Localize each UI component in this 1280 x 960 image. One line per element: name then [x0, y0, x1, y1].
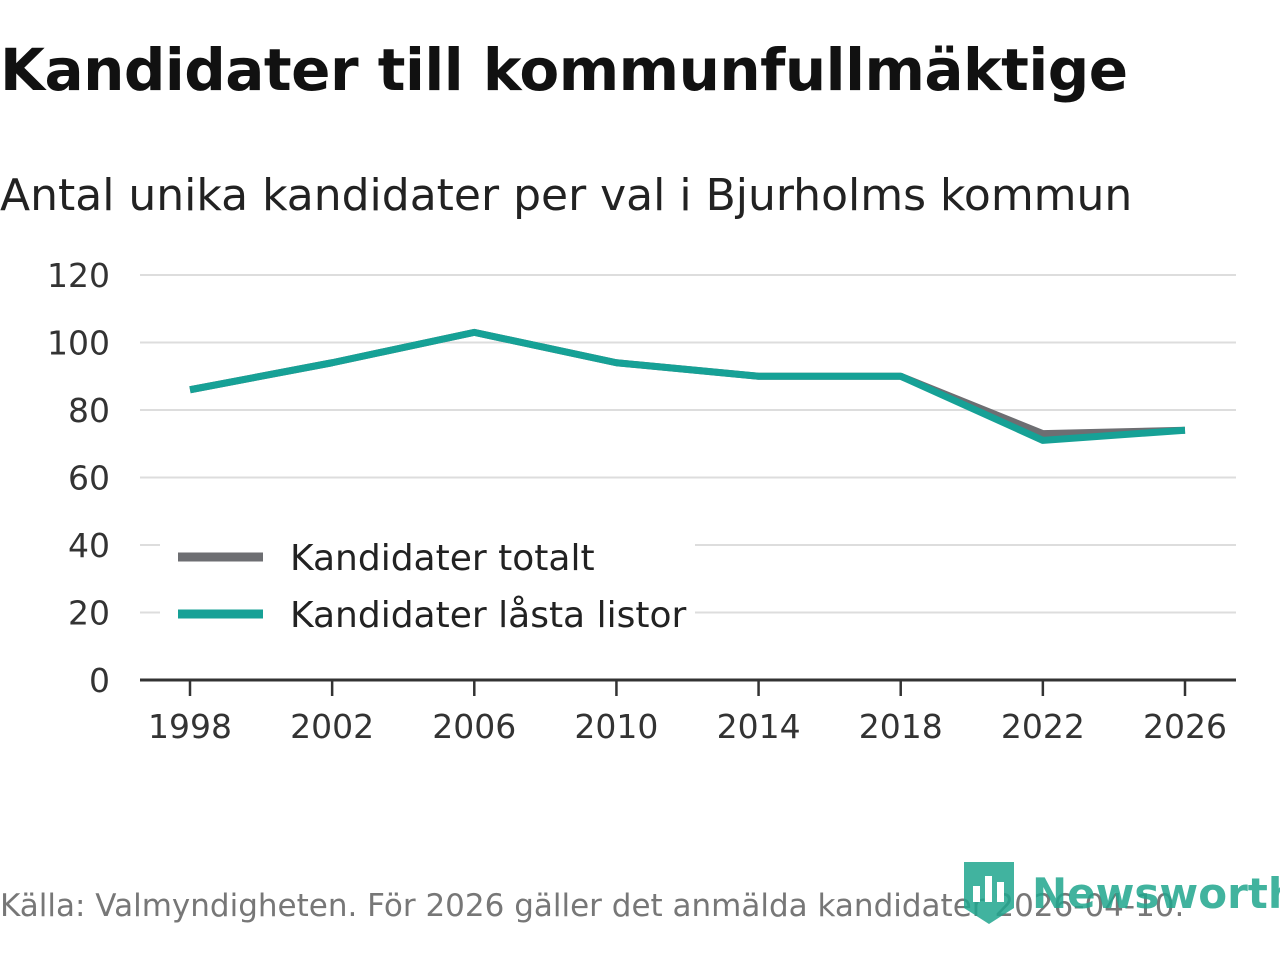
x-tick-label: 2026: [1143, 707, 1227, 746]
x-tick-label: 2022: [1001, 707, 1085, 746]
x-tick-label: 2014: [717, 707, 801, 746]
legend-label: Kandidater totalt: [290, 538, 595, 579]
y-tick-label: 100: [47, 324, 110, 363]
brand-logo: Newsworthy: [964, 862, 1280, 924]
legend-background: [160, 527, 695, 647]
series-lines: [189, 328, 1186, 444]
y-tick-label: 80: [68, 391, 110, 430]
y-tick-label: 40: [68, 526, 110, 565]
brand-name: Newsworthy: [1032, 868, 1280, 918]
x-tick-label: 2002: [290, 707, 374, 746]
axes: 0 20 40 60 80 100 120 1998 2002 2006 2010 2014 2018 2…: [47, 256, 1236, 746]
chart-title: Kandidater till kommunfullmäktige: [0, 36, 1128, 104]
y-tick-label: 60: [68, 459, 110, 498]
y-tick-label: 20: [68, 594, 110, 633]
legend-label: Kandidater låsta listor: [290, 595, 686, 636]
x-tick-label: 2018: [859, 707, 943, 746]
series-line-2: [189, 328, 1186, 444]
x-tick-label: 1998: [148, 707, 232, 746]
bar-chart-bookmark-icon: [964, 862, 1014, 924]
chart-subtitle: Antal unika kandidater per val i Bjurhol…: [0, 170, 1133, 221]
legend: Kandidater totalt Kandidater låsta listor: [160, 527, 695, 647]
y-tick-label: 120: [47, 256, 110, 295]
x-tick-label: 2010: [574, 707, 658, 746]
y-tick-label: 0: [89, 661, 110, 700]
series-line-1: [189, 328, 1186, 438]
x-tick-label: 2006: [432, 707, 516, 746]
